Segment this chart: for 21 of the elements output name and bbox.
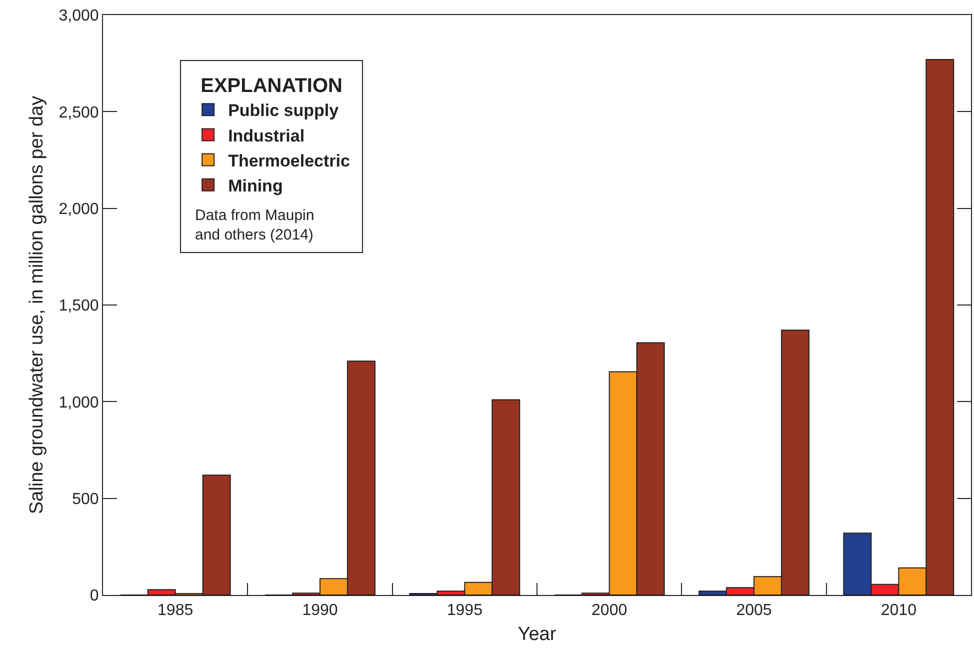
annotation: Data from Maupin and others (2014) (195, 207, 314, 244)
y-tick-label: 500 (72, 490, 99, 508)
x-tick-label: 2010 (880, 602, 917, 620)
legend-label: Public supply (228, 101, 340, 120)
y-axis-title: Saline groundwater use, in million gallons per day (26, 95, 48, 514)
x-axis-title: Year (518, 624, 557, 645)
x-tick-label: 2000 (592, 602, 628, 620)
x-tick-label: 1990 (302, 602, 338, 620)
x-tick-label: 1985 (158, 602, 194, 620)
y-tick-label: 1,000 (58, 394, 99, 412)
y-tick-label: 2,500 (58, 104, 99, 122)
legend-label: Industrial (228, 126, 305, 146)
y-tick-label: 3,000 (58, 8, 99, 25)
x-tick-label: 2005 (736, 602, 772, 620)
legend-label: Mining (228, 176, 283, 196)
x-tick-label: 1995 (446, 602, 483, 620)
y-tick-label: 2,000 (58, 200, 99, 218)
legend-title: EXPLANATION (200, 75, 342, 98)
y-tick-label: 0 (90, 588, 99, 605)
y-tick-label: 1,500 (58, 298, 99, 315)
legend-label: Thermoelectric (228, 151, 350, 170)
